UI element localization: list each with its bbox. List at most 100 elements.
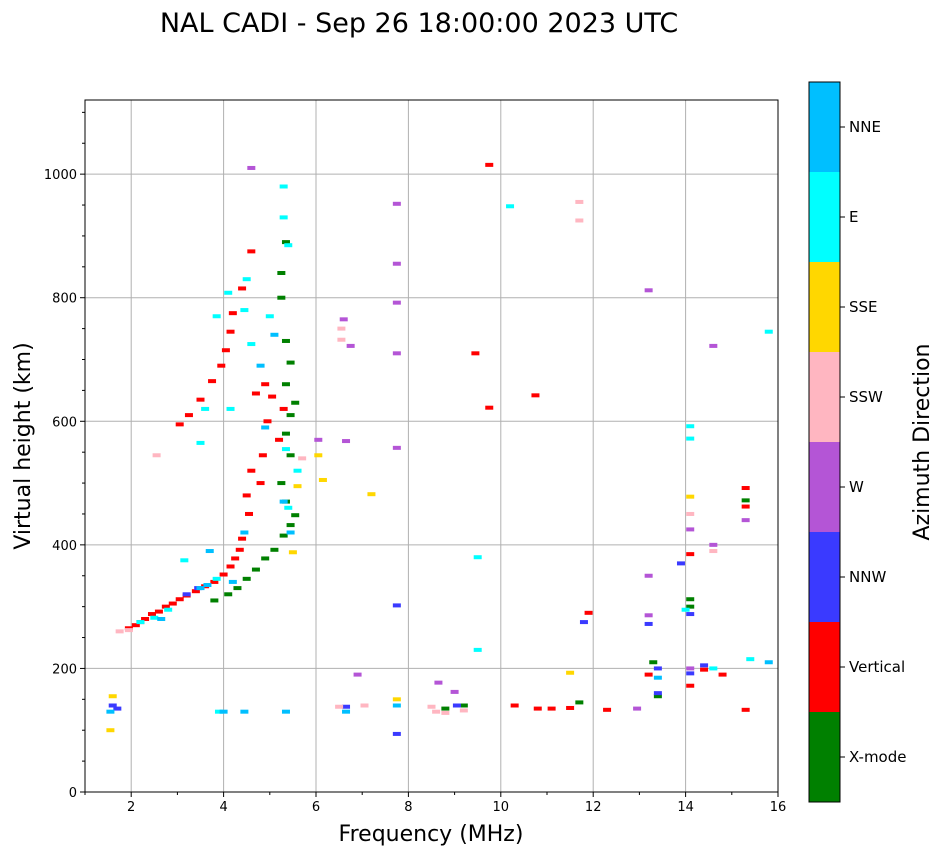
echo-point-e: [180, 558, 189, 563]
echo-point-e: [240, 308, 249, 313]
echo-point-vertical: [210, 579, 219, 584]
echo-point-nne: [196, 586, 205, 591]
echo-point-ssw: [709, 549, 718, 554]
x-tick-label: 4: [219, 800, 227, 815]
x-tick-label: 2: [127, 800, 135, 815]
y-axis-ticks: 0 200 400 600 800 1000: [44, 111, 85, 801]
colorbar-segment: [809, 82, 840, 172]
echo-point-vertical: [247, 468, 256, 473]
echo-point-x-mode: [686, 597, 695, 602]
echo-point-vertical: [175, 422, 184, 427]
plot-frame: [84, 99, 779, 793]
y-tick-label: 200: [52, 662, 77, 677]
echo-point-vertical: [238, 286, 247, 291]
echo-point-vertical: [485, 405, 494, 410]
echo-point-vertical: [228, 311, 237, 316]
echo-point-x-mode: [281, 431, 290, 436]
echo-point-e: [136, 620, 145, 625]
echo-point-ssw: [152, 453, 161, 458]
echo-point-sse: [392, 697, 401, 702]
echo-point-e: [201, 406, 210, 411]
echo-point-e: [686, 424, 695, 429]
colorbar-segment: [809, 442, 840, 532]
echo-point-e: [224, 290, 233, 295]
echo-point-vertical: [161, 604, 170, 609]
echo-point-e: [473, 555, 482, 560]
echo-point-x-mode: [686, 604, 695, 609]
echo-point-sse: [288, 550, 297, 555]
y-tick-label: 800: [52, 292, 77, 307]
echo-point-ssw: [298, 456, 307, 461]
echo-point-w: [247, 165, 256, 170]
colorbar-label: E: [849, 208, 858, 226]
echo-point-e: [150, 615, 159, 620]
echo-point-vertical: [686, 552, 695, 557]
echo-point-nnw: [700, 663, 709, 668]
echo-point-vertical: [256, 481, 265, 486]
echo-point-w: [339, 317, 348, 322]
echo-point-x-mode: [281, 338, 290, 343]
echo-point-w: [392, 261, 401, 266]
echo-point-vertical: [208, 379, 217, 384]
echo-point-vertical: [251, 391, 260, 396]
echo-point-x-mode: [233, 586, 242, 591]
y-axis-label: Virtual height (km): [11, 342, 36, 549]
echo-point-ssw: [575, 199, 584, 204]
echo-point-ssw: [432, 709, 441, 714]
y-tick-label: 600: [52, 415, 77, 430]
echo-point-x-mode: [741, 498, 750, 503]
echo-point-w: [314, 437, 323, 442]
echo-point-w: [392, 201, 401, 206]
echo-point-w: [644, 613, 653, 618]
echo-point-vertical: [147, 612, 156, 617]
colorbar-segment: [809, 712, 840, 802]
echo-point-w: [644, 288, 653, 293]
echo-point-w: [353, 672, 362, 677]
colorbar-label: X-mode: [849, 748, 906, 766]
echo-point-ssw: [335, 704, 344, 709]
echo-point-vertical: [686, 683, 695, 688]
echo-point-x-mode: [277, 271, 286, 275]
echo-point-nne: [157, 617, 166, 621]
echo-point-e: [284, 243, 293, 248]
echo-point-w: [434, 680, 443, 685]
echo-point-vertical: [184, 413, 193, 418]
echo-point-vertical: [533, 706, 542, 711]
echo-point-vertical: [268, 394, 277, 399]
echo-point-vertical: [741, 707, 750, 712]
echo-point-nnw: [392, 603, 401, 608]
echo-point-vertical: [226, 564, 235, 569]
echo-point-vertical: [279, 406, 288, 411]
echo-point-nne: [279, 499, 288, 504]
echo-point-vertical: [531, 393, 540, 398]
echo-point-vertical: [644, 672, 653, 677]
echo-point-e: [681, 607, 690, 612]
echo-point-x-mode: [575, 700, 584, 705]
echo-point-nne: [228, 579, 237, 584]
echo-point-vertical: [235, 547, 244, 552]
echo-point-nne: [240, 709, 249, 714]
x-tick-label: 8: [404, 800, 412, 815]
x-tick-label: 16: [770, 800, 787, 815]
echo-points: [106, 162, 773, 736]
echo-point-nnw: [686, 671, 695, 676]
echo-point-e: [281, 447, 290, 452]
echo-point-w: [346, 343, 355, 348]
echo-point-vertical: [242, 493, 251, 498]
x-axis-label: Frequency (MHz): [339, 822, 524, 847]
echo-point-sse: [367, 492, 376, 497]
colorbar-segment: [809, 172, 840, 262]
echo-point-ssw: [575, 218, 584, 223]
echo-point-vertical: [168, 601, 177, 606]
y-tick-label: 400: [52, 539, 77, 554]
echo-point-sse: [106, 728, 115, 733]
echo-point-ssw: [337, 326, 346, 331]
echo-point-ssw: [427, 704, 436, 709]
echo-point-ssw: [124, 628, 133, 633]
echo-point-vertical: [261, 382, 270, 387]
echo-point-e: [293, 468, 302, 473]
echo-point-vertical: [741, 486, 750, 491]
colorbar-label: W: [849, 478, 864, 496]
colorbar-label: Vertical: [849, 658, 905, 676]
